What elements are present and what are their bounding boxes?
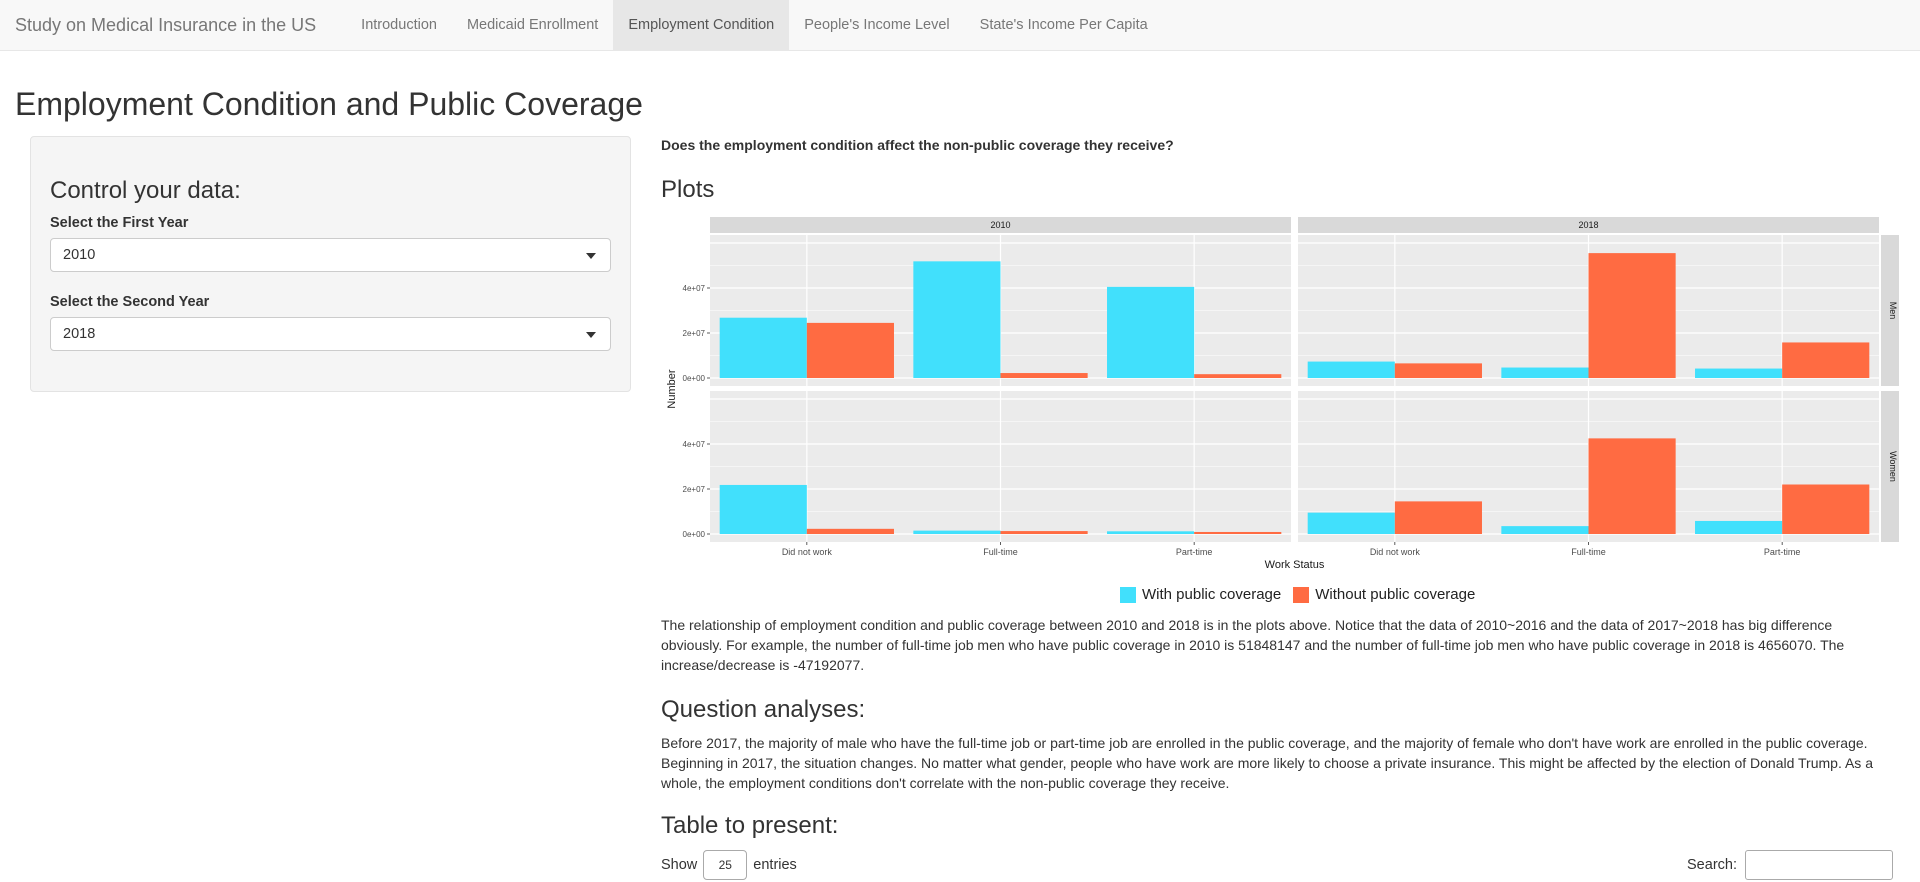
y-tick-label: 2e+07 <box>683 485 706 494</box>
bar-with-public <box>1695 368 1783 378</box>
legend-label-without-public: Without public coverage <box>1315 586 1476 603</box>
legend-swatch-with-public <box>1120 586 1136 603</box>
bar-without-public <box>1194 531 1282 534</box>
plots-heading: Plots <box>661 176 715 203</box>
y-tick-label: 4e+07 <box>683 440 706 449</box>
facet-strip-2010 <box>710 217 1291 233</box>
legend-label-with-public: With public coverage <box>1142 586 1282 603</box>
facet-strip-label-men: Men <box>1888 302 1898 320</box>
entries-select[interactable]: 25 <box>703 850 748 880</box>
bar-without-public <box>1394 501 1482 534</box>
search-input[interactable] <box>1745 850 1893 880</box>
entries-value: 25 <box>718 858 732 872</box>
facet-strip-women <box>1881 391 1899 542</box>
control-panel-heading: Control your data: <box>50 177 241 204</box>
bar-with-public <box>1107 531 1195 534</box>
analysis-heading: Question analyses: <box>661 696 866 723</box>
bar-without-public <box>806 528 894 534</box>
bar-with-public <box>1501 526 1589 534</box>
facet-strip-label-2010: 2010 <box>990 220 1010 230</box>
facet-strip-men <box>1881 235 1899 386</box>
facet-strip-2018 <box>1298 217 1879 233</box>
bar-without-public <box>1394 363 1482 378</box>
analysis-text: Before 2017, the majority of male who ha… <box>661 735 1873 791</box>
first-year-label: Select the First Year <box>50 215 189 231</box>
bar-without-public <box>1588 438 1676 534</box>
bar-without-public <box>1588 253 1676 378</box>
control-panel: Control your data: Select the First Year… <box>30 136 631 392</box>
x-tick-label: Did not work <box>1370 547 1421 557</box>
tab-employment-condition[interactable]: Employment Condition <box>613 0 790 50</box>
faceted-bar-chart: 2010 2018 Men Women 0e+00 2e+07 4e+07 0e+00 2e+0… <box>666 217 1899 571</box>
bar-with-public <box>719 484 807 534</box>
page-title: Employment Condition and Public Coverage <box>15 86 643 122</box>
bar-with-public <box>1107 286 1195 378</box>
y-tick-label: 2e+07 <box>683 329 706 338</box>
research-question: Does the employment condition affect the… <box>661 137 1174 153</box>
bar-without-public <box>1782 342 1870 378</box>
y-axis-title: Number <box>666 369 678 408</box>
legend-item-with-public: With public coverage <box>1120 586 1281 603</box>
bar-with-public <box>1501 367 1589 378</box>
search-label: Search: <box>1687 857 1737 873</box>
first-year-select[interactable]: 2010 <box>50 238 611 272</box>
x-axis-title: Work Status <box>1265 559 1325 571</box>
chevron-down-icon <box>586 253 596 259</box>
tab-states-income-per-capita[interactable]: State's Income Per Capita <box>979 17 1148 33</box>
summary-text: The relationship of employment condition… <box>661 617 1845 673</box>
show-label: Show <box>661 857 698 873</box>
y-tick-label: 4e+07 <box>683 284 706 293</box>
bar-without-public <box>1000 373 1088 378</box>
bar-without-public <box>1194 374 1282 378</box>
x-tick-label: Part-time <box>1764 547 1801 557</box>
bar-without-public <box>1782 484 1870 534</box>
tab-peoples-income-level[interactable]: People's Income Level <box>804 17 950 33</box>
x-tick-label: Full-time <box>983 547 1018 557</box>
table-heading: Table to present: <box>661 812 839 839</box>
bar-without-public <box>1000 531 1088 534</box>
chevron-down-icon <box>586 332 596 338</box>
bar-with-public <box>1307 512 1395 534</box>
legend-item-without-public: Without public coverage <box>1293 586 1475 603</box>
tab-introduction[interactable]: Introduction <box>361 17 437 33</box>
app-title[interactable]: Study on Medical Insurance in the US <box>15 14 317 35</box>
legend-swatch-without-public <box>1293 586 1310 603</box>
first-year-value: 2010 <box>63 247 96 263</box>
second-year-select[interactable]: 2018 <box>50 317 611 351</box>
bar-with-public <box>913 530 1001 534</box>
second-year-value: 2018 <box>63 326 96 342</box>
bar-with-public <box>1695 520 1783 534</box>
chart-legend: With public coverage Without public cove… <box>1120 586 1487 603</box>
facet-strip-label-women: Women <box>1888 451 1898 482</box>
x-tick-label: Part-time <box>1176 547 1213 557</box>
facet-strip-label-2018: 2018 <box>1578 220 1598 230</box>
bar-with-public <box>913 261 1001 378</box>
bar-with-public <box>1307 361 1395 378</box>
bar-without-public <box>806 322 894 378</box>
table-search: Search: <box>1687 850 1893 880</box>
x-tick-label: Full-time <box>1571 547 1606 557</box>
second-year-label: Select the Second Year <box>50 294 210 310</box>
x-tick-label: Did not work <box>782 547 833 557</box>
bar-with-public <box>719 317 807 378</box>
tab-medicaid-enrollment[interactable]: Medicaid Enrollment <box>466 17 599 33</box>
entries-length-control: Show 25 entries <box>661 850 797 880</box>
top-navbar: Study on Medical Insurance in the US Int… <box>0 0 1920 51</box>
y-tick-label: 0e+00 <box>683 530 706 539</box>
y-tick-label: 0e+00 <box>683 374 706 383</box>
entries-label: entries <box>753 857 797 873</box>
